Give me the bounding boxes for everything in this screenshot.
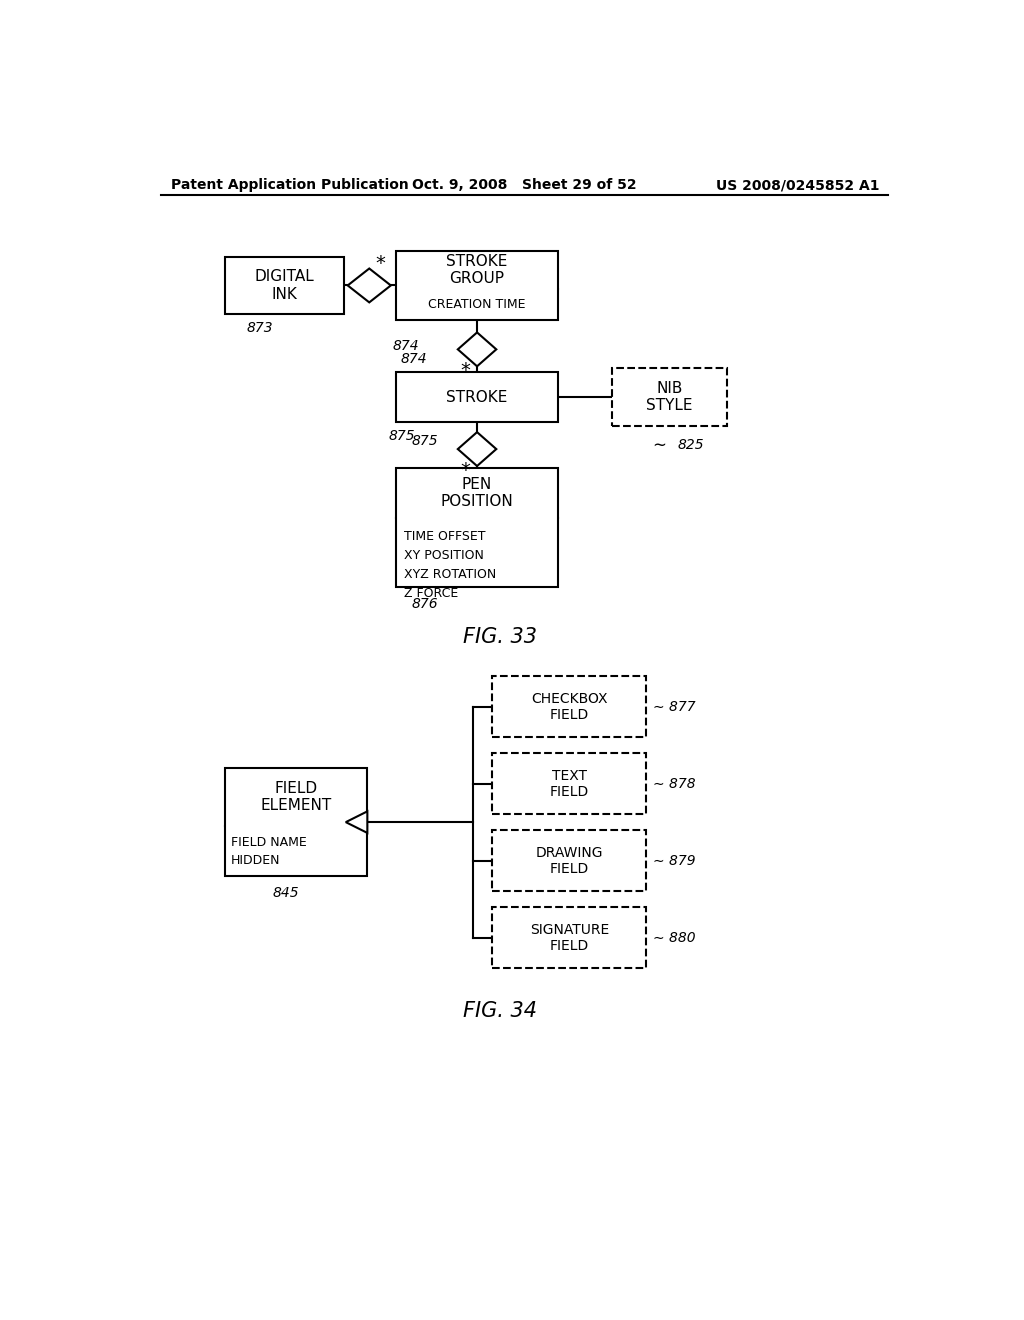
Text: 874: 874 (392, 338, 419, 352)
Text: FIG. 34: FIG. 34 (463, 1001, 538, 1020)
Text: 873: 873 (246, 321, 272, 335)
Text: TIME OFFSET
XY POSITION
XYZ ROTATION
Z FORCE: TIME OFFSET XY POSITION XYZ ROTATION Z F… (403, 529, 497, 599)
Bar (396, 251, 558, 321)
Text: *: * (376, 255, 386, 273)
Text: PEN
POSITION: PEN POSITION (440, 477, 513, 510)
Text: 876: 876 (412, 597, 438, 611)
Bar (225, 256, 344, 314)
Text: DIGITAL
INK: DIGITAL INK (255, 269, 314, 302)
Polygon shape (458, 333, 497, 367)
Text: Oct. 9, 2008   Sheet 29 of 52: Oct. 9, 2008 Sheet 29 of 52 (413, 178, 637, 193)
Bar (493, 752, 646, 814)
Text: STROKE
GROUP: STROKE GROUP (446, 253, 508, 286)
Text: *: * (461, 461, 470, 480)
Text: FIELD
ELEMENT: FIELD ELEMENT (260, 781, 332, 813)
Text: FIELD NAME
HIDDEN: FIELD NAME HIDDEN (231, 836, 307, 866)
Text: DRAWING
FIELD: DRAWING FIELD (536, 846, 603, 875)
Text: CREATION TIME: CREATION TIME (428, 298, 525, 312)
Polygon shape (458, 432, 497, 466)
Bar (396, 469, 558, 587)
Text: FIG. 33: FIG. 33 (463, 627, 538, 647)
Text: ∼ 879: ∼ 879 (652, 854, 695, 867)
Bar (396, 372, 558, 422)
Text: 875: 875 (412, 434, 438, 449)
Polygon shape (346, 812, 368, 833)
Text: TEXT
FIELD: TEXT FIELD (550, 768, 589, 799)
Text: *: * (461, 362, 470, 380)
Text: 874: 874 (400, 351, 427, 366)
Bar (493, 676, 646, 738)
Text: Patent Application Publication: Patent Application Publication (171, 178, 409, 193)
Text: ∼: ∼ (652, 436, 666, 454)
Text: 875: 875 (388, 429, 415, 444)
Text: US 2008/0245852 A1: US 2008/0245852 A1 (716, 178, 879, 193)
Text: ∼ 878: ∼ 878 (652, 776, 695, 791)
Bar (225, 768, 368, 876)
Text: 825: 825 (677, 438, 703, 453)
Bar (493, 830, 646, 891)
Bar (493, 907, 646, 969)
Bar (611, 368, 727, 426)
Text: STROKE: STROKE (446, 389, 508, 405)
Text: SIGNATURE
FIELD: SIGNATURE FIELD (529, 923, 609, 953)
Polygon shape (348, 268, 391, 302)
Text: CHECKBOX
FIELD: CHECKBOX FIELD (531, 692, 607, 722)
Text: NIB
STYLE: NIB STYLE (646, 381, 693, 413)
Text: 845: 845 (273, 886, 300, 900)
Text: ∼ 880: ∼ 880 (652, 931, 695, 945)
Text: ∼ 877: ∼ 877 (652, 700, 695, 714)
